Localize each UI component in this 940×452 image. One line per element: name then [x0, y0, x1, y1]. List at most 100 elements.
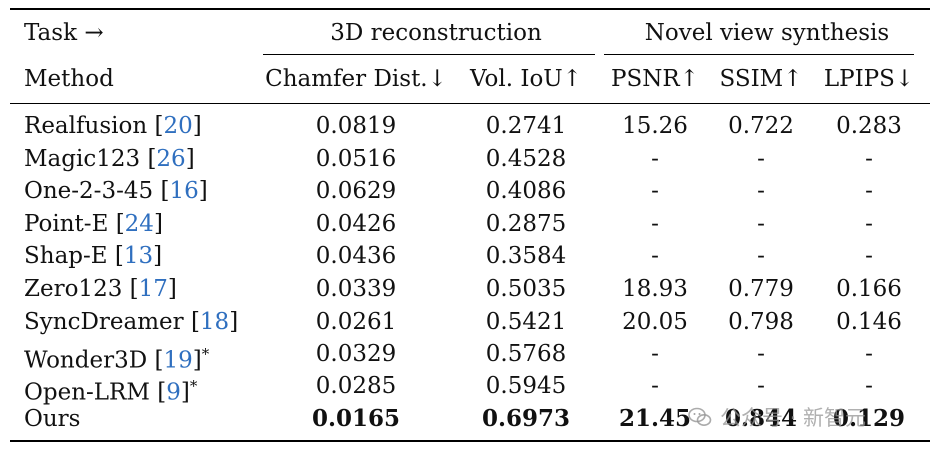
- value-cell: -: [865, 211, 873, 237]
- citation-close-bracket: ]: [153, 211, 163, 237]
- value-cell: -: [651, 243, 659, 269]
- method-cell: Realfusion [20]: [24, 112, 202, 140]
- value-cell: 0.0426: [315, 211, 397, 237]
- method-cell: Wonder3D [19]*: [24, 340, 209, 375]
- col-vol-iou: Vol. IoU↑: [470, 66, 582, 92]
- value-cell: 0.779: [728, 276, 794, 302]
- value-cell: 0.0516: [315, 146, 397, 172]
- citation-open-bracket: [: [129, 276, 139, 302]
- value-cell: -: [651, 178, 659, 204]
- method-name: Wonder3D: [24, 347, 155, 374]
- citation-close-bracket: ]: [167, 276, 177, 302]
- method-cell: SyncDreamer [18]: [24, 308, 238, 336]
- value-cell: -: [865, 178, 873, 204]
- method-name: Ours: [24, 406, 81, 432]
- method-name: Point-E: [24, 211, 116, 237]
- value-cell: -: [865, 243, 873, 269]
- value-cell: 0.5768: [485, 341, 567, 367]
- citation-link[interactable]: 19: [163, 347, 193, 374]
- value-cell: -: [865, 373, 873, 399]
- method-cell: Shap-E [13]: [24, 242, 162, 270]
- value-cell: -: [651, 146, 659, 172]
- wechat-icon: [688, 407, 712, 426]
- method-name: Shap-E: [24, 243, 115, 269]
- citation-link[interactable]: 16: [169, 178, 199, 204]
- value-cell: 0.4528: [485, 146, 567, 172]
- value-cell: 0.4086: [485, 178, 567, 204]
- method-name: One-2-3-45: [24, 178, 161, 204]
- value-cell: -: [651, 211, 659, 237]
- value-cell: 18.93: [622, 276, 688, 302]
- value-cell: 15.26: [622, 113, 688, 139]
- value-cell: 0.798: [728, 309, 794, 335]
- citation-open-bracket: [: [160, 178, 170, 204]
- method-label: Method: [24, 66, 114, 92]
- citation-open-bracket: [: [154, 113, 164, 139]
- asterisk-note: *: [189, 377, 198, 395]
- value-cell: 0.0285: [315, 373, 397, 399]
- citation-close-bracket: ]: [185, 146, 195, 172]
- citation-open-bracket: [: [190, 309, 200, 335]
- value-cell: 0.0629: [315, 178, 397, 204]
- value-cell: 0.2875: [485, 211, 567, 237]
- citation-link[interactable]: 20: [163, 113, 193, 139]
- citation-link[interactable]: 9: [166, 379, 181, 406]
- value-cell: 0.0339: [315, 276, 397, 302]
- value-cell: 0.0261: [315, 309, 397, 335]
- citation-close-bracket: ]: [192, 113, 202, 139]
- watermark: 公众号 · 新智元: [688, 400, 866, 434]
- group-novel-view-synthesis: Novel view synthesis: [644, 20, 890, 46]
- method-cell: Point-E [24]: [24, 210, 163, 238]
- citation-link[interactable]: 18: [199, 309, 230, 335]
- method-cell: Ours: [24, 405, 80, 433]
- group-3d-reconstruction: 3D reconstruction: [330, 20, 542, 46]
- method-name: Open-LRM: [24, 379, 158, 406]
- method-name: Magic123: [24, 146, 148, 172]
- value-cell: 0.166: [836, 276, 902, 302]
- value-cell: 0.129: [832, 405, 906, 432]
- value-cell: 0.0436: [315, 243, 397, 269]
- header-rule: [10, 103, 930, 104]
- citation-open-bracket: [: [154, 347, 164, 374]
- top-rule: [10, 8, 930, 10]
- citation-close-bracket: ]: [229, 309, 239, 335]
- citation-close-bracket: ]: [180, 379, 190, 406]
- watermark-text: 公众号 · 新智元: [720, 406, 867, 430]
- citation-link[interactable]: 24: [124, 211, 154, 237]
- method-name: Realfusion: [24, 113, 155, 139]
- col-psnr: PSNR↑: [611, 66, 699, 92]
- value-cell: 0.146: [836, 309, 902, 335]
- citation-open-bracket: [: [157, 379, 167, 406]
- value-cell: -: [757, 178, 765, 204]
- value-cell: 0.722: [728, 113, 794, 139]
- asterisk-note: *: [201, 345, 210, 363]
- value-cell: -: [757, 373, 765, 399]
- value-cell: 0.5945: [485, 373, 567, 399]
- value-cell: 0.3584: [485, 243, 567, 269]
- value-cell: 0.0165: [311, 405, 401, 432]
- citation-link[interactable]: 26: [156, 146, 186, 172]
- value-cell: -: [757, 146, 765, 172]
- method-name: SyncDreamer: [24, 309, 191, 335]
- citation-close-bracket: ]: [153, 243, 163, 269]
- citation-close-bracket: ]: [192, 347, 202, 374]
- value-cell: -: [865, 146, 873, 172]
- value-cell: 20.05: [622, 309, 688, 335]
- value-cell: -: [757, 211, 765, 237]
- value-cell: -: [865, 341, 873, 367]
- citation-open-bracket: [: [115, 211, 125, 237]
- citation-link[interactable]: 17: [138, 276, 168, 302]
- citation-link[interactable]: 13: [123, 243, 154, 269]
- value-cell: 0.5035: [485, 276, 567, 302]
- value-cell: -: [757, 243, 765, 269]
- value-cell: 0.0819: [315, 113, 397, 139]
- col-lpips: LPIPS↓: [823, 66, 915, 92]
- col-ssim: SSIM↑: [719, 66, 803, 92]
- method-cell: Open-LRM [9]*: [24, 372, 197, 407]
- value-cell: 0.2741: [485, 113, 567, 139]
- value-cell: -: [651, 373, 659, 399]
- citation-open-bracket: [: [114, 243, 124, 269]
- value-cell: 0.5421: [485, 309, 567, 335]
- value-cell: 0.6973: [481, 405, 571, 432]
- value-cell: -: [757, 341, 765, 367]
